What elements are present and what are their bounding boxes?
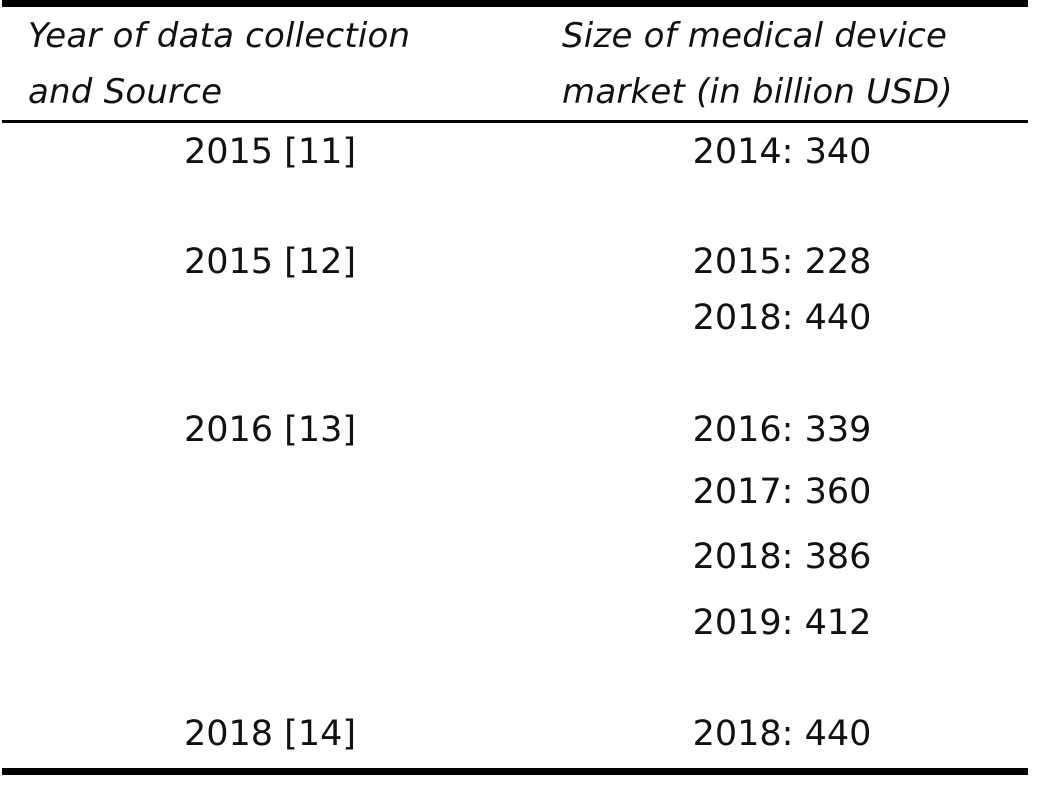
source-cell: 2018 [14] xyxy=(183,714,357,754)
market-size-cell: 2018: 440 xyxy=(692,298,872,338)
market-size-cell: 2019: 412 xyxy=(692,603,872,643)
column-header-line: Size of medical device xyxy=(562,16,948,56)
market-size-cell: 2015: 228 xyxy=(692,242,872,282)
header-divider-rule xyxy=(2,120,1028,123)
column-header-year-source: Year of data collection and Source xyxy=(28,8,410,120)
market-size-cell: 2016: 339 xyxy=(692,410,872,450)
table-bottom-rule xyxy=(2,768,1028,775)
market-size-cell: 2018: 386 xyxy=(692,537,872,577)
source-cell: 2015 [12] xyxy=(183,242,357,282)
source-cell: 2015 [11] xyxy=(183,132,357,172)
column-header-line: market (in billion USD) xyxy=(562,72,953,112)
market-size-cell: 2018: 440 xyxy=(692,714,872,754)
column-header-line: and Source xyxy=(28,72,223,112)
market-size-cell: 2014: 340 xyxy=(692,132,872,172)
table-top-rule xyxy=(2,0,1028,7)
column-header-line: Year of data collection xyxy=(28,16,411,56)
column-header-market-size: Size of medical device market (in billio… xyxy=(562,8,953,120)
market-size-cell: 2017: 360 xyxy=(692,472,872,512)
source-cell: 2016 [13] xyxy=(183,410,357,450)
